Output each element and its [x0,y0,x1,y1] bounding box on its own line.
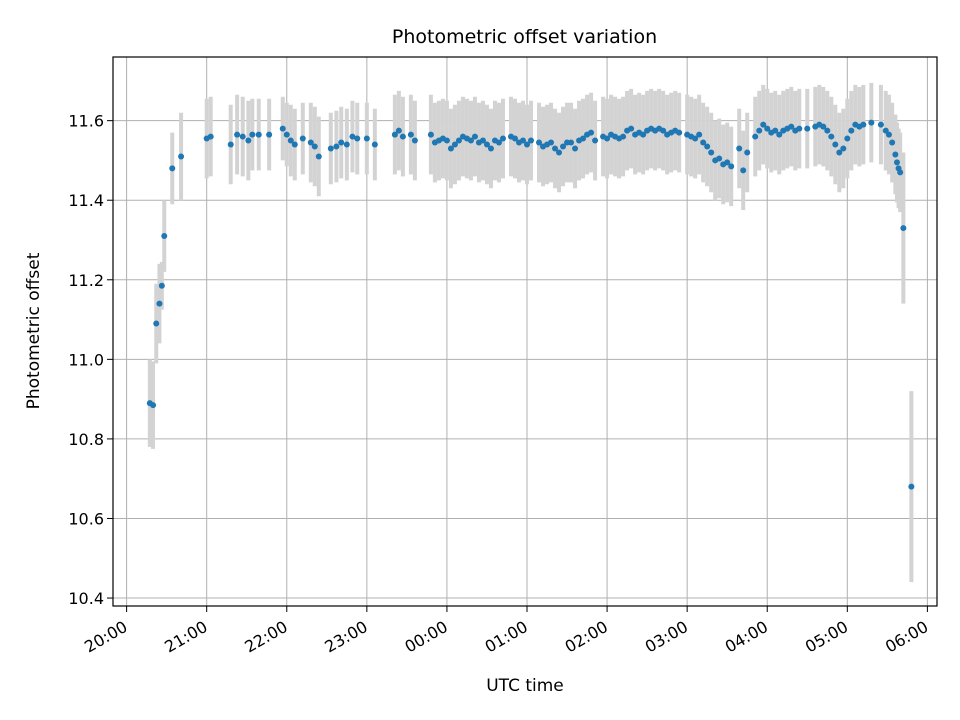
y-tick-label: 10.8 [68,430,104,449]
data-point [300,136,306,142]
y-tick-label: 11.2 [68,271,104,290]
data-point [372,142,378,148]
data-point [328,146,334,152]
data-point [908,484,914,490]
data-point [266,132,272,138]
data-point [159,283,165,289]
data-point [240,134,246,140]
data-point [161,233,167,239]
data-point [740,167,746,173]
data-point [169,165,175,171]
data-point [528,138,534,144]
data-point [249,132,255,138]
data-point [444,138,450,144]
data-point [256,132,262,138]
data-point [676,130,682,136]
data-point [868,120,874,126]
y-tick-label: 11.0 [68,350,104,369]
data-point [280,126,286,132]
offset-chart: Photometric offset variation 20:00 21:00 2… [0,0,960,720]
data-point [338,140,344,146]
data-point [500,136,506,142]
y-axis-label: Photometric offset [24,252,44,409]
data-point [878,122,884,128]
data-point [333,144,339,150]
data-point [796,126,802,132]
data-point [736,146,742,152]
data-point [156,301,162,307]
data-point [900,225,906,231]
data-point [548,140,554,146]
data-point [344,142,350,148]
data-point [804,126,810,132]
data-point [472,134,478,140]
data-point [316,153,322,159]
y-tick-label: 11.6 [68,112,104,131]
data-point [245,138,251,144]
data-point [312,144,318,150]
data-point [889,140,895,146]
data-point [400,134,406,140]
data-point [208,134,214,140]
data-point [354,136,360,142]
data-point [716,155,722,161]
data-point [744,149,750,155]
data-point [828,134,834,140]
data-point [886,132,892,138]
data-point [588,130,594,136]
data-point [292,142,298,148]
data-point [592,138,598,144]
data-point [696,132,702,138]
data-point [756,128,762,134]
data-point [728,163,734,169]
data-point [178,153,184,159]
data-point [894,159,900,165]
data-point [832,142,838,148]
data-point [824,128,830,134]
data-point [848,128,854,134]
data-point [704,144,710,150]
data-point [897,169,903,175]
data-point [284,132,290,138]
data-point [234,132,240,138]
data-point [752,134,758,140]
data-point [840,146,846,152]
chart-title: Photometric offset variation [392,26,657,48]
data-point [620,134,626,140]
data-point [412,138,418,144]
y-tick-label: 10.4 [68,589,104,608]
data-point [844,136,850,142]
data-point [408,132,414,138]
x-axis-label: UTC time [486,676,564,696]
data-point [572,146,578,152]
data-point [892,151,898,157]
data-point [153,321,159,327]
y-tick-label: 10.6 [68,509,104,528]
data-point [488,146,494,152]
data-point [428,132,434,138]
data-point [556,149,562,155]
data-point [396,128,402,134]
data-point [708,149,714,155]
data-point [228,142,234,148]
data-point [860,122,866,128]
y-tick-label: 11.4 [68,191,104,210]
data-point [364,136,370,142]
data-point [568,140,574,146]
data-point [150,402,156,408]
data-point [628,126,634,132]
